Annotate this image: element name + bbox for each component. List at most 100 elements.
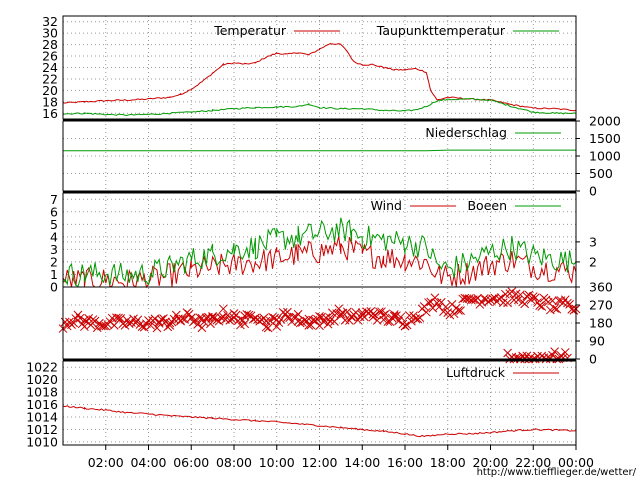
wind-direction-point (212, 315, 222, 325)
wind-direction-point (479, 294, 489, 303)
y-tick-label-temperature: 28 (42, 37, 58, 52)
wind-direction-point (404, 311, 414, 320)
wind-direction-point (567, 304, 577, 314)
y-tick-label-pressure: 1014 (26, 410, 58, 425)
wind-direction-point (178, 314, 188, 324)
wind-direction-point (90, 316, 100, 326)
y-tick-label-temperature: 30 (42, 26, 58, 41)
y-tick-label-pressure: 1010 (26, 434, 58, 449)
wind-direction-point (88, 315, 98, 324)
wind-direction-point (146, 320, 155, 330)
right-tick-label-wind_direction: 180 (589, 316, 613, 331)
x-tick-label: 18:00 (430, 455, 466, 470)
wind-direction-point (197, 323, 207, 333)
x-tick-label: 10:00 (259, 455, 295, 470)
legend-layer: Temperatur Taupunkttemperatur Niederschlag… (213, 23, 561, 380)
wind-direction-point (484, 297, 493, 306)
legend-label-boeen: Boeen (467, 198, 507, 213)
legend-label-niederschlag: Niederschlag (425, 125, 507, 140)
wind-direction-point (225, 316, 235, 325)
wind-direction-markers (58, 287, 581, 333)
right-tick-label-precipitation: 1000 (589, 149, 621, 164)
x-tick-label: 20:00 (472, 455, 508, 470)
wind-direction-point (413, 314, 423, 324)
wind-direction-point (383, 317, 393, 326)
wind-direction-point (208, 313, 217, 322)
right-tick-label-precipitation: 1500 (589, 131, 621, 146)
wind-direction-point (133, 315, 143, 325)
right-tick-label-wind_direction: 270 (589, 298, 613, 313)
wind-direction-point (458, 294, 468, 304)
wind-direction-point (193, 320, 203, 329)
y-tick-label-pressure: 1012 (26, 422, 58, 437)
wind-direction-point (407, 316, 416, 326)
wind-direction-point (537, 302, 547, 311)
y-tick-label-temperature: 32 (42, 14, 58, 29)
x-tick-label: 22:00 (515, 455, 551, 470)
y-tick-label-temperature: 22 (42, 71, 58, 86)
wind-direction-point (513, 295, 523, 305)
wind-direction-point (276, 315, 286, 324)
x-tick-label: 04:00 (130, 455, 166, 470)
y-tick-label-wind: 0 (50, 280, 58, 295)
y-tick-label-pressure: 1022 (26, 360, 58, 375)
wind-direction-point (261, 322, 271, 332)
frame-layer (62, 15, 577, 446)
wind-direction-point (509, 295, 519, 305)
x-tick-label: 08:00 (216, 455, 252, 470)
x-tick-label: 12:00 (301, 455, 337, 470)
wind-direction-point (560, 347, 570, 357)
right-tick-label-wind_direction: 0 (589, 352, 597, 367)
wind-direction-point (295, 318, 305, 328)
wind-direction-point (430, 293, 440, 303)
wind-direction-point (336, 309, 346, 319)
x-tick-label: 14:00 (344, 455, 380, 470)
legend-label-luftdruck: Luftdruck (446, 365, 506, 380)
wind-direction-point (304, 321, 314, 330)
wind-direction-point (424, 298, 433, 307)
y-tick-label-wind: 4 (50, 229, 58, 244)
x-tick-label: 06:00 (173, 455, 209, 470)
wind-direction-point (240, 319, 250, 329)
y-tick-label-wind: 1 (50, 267, 58, 282)
credit-link[interactable]: http://www.tiefflieger.de/wetter/ (477, 467, 637, 478)
wind-direction-point (531, 293, 540, 303)
wind-direction-point (456, 306, 465, 315)
wind-direction-point (520, 299, 530, 309)
legend-label-taupunkttemperatur: Taupunkttemperatur (376, 23, 506, 38)
series-line-boeen (62, 217, 577, 288)
x-tick-label: 00:00 (558, 455, 594, 470)
wind-direction-point (75, 313, 85, 323)
wind-direction-point (550, 347, 559, 356)
wind-direction-point (528, 292, 538, 301)
wind-direction-point (156, 314, 166, 324)
wind-direction-point (261, 316, 271, 326)
wind-direction-point (80, 322, 89, 332)
wind-direction-point (379, 315, 388, 325)
right-tick-label-precipitation: 500 (589, 166, 613, 181)
wind-direction-point (569, 305, 579, 315)
wind-direction-point (321, 313, 331, 323)
y-tick-label-temperature: 26 (42, 49, 58, 64)
wind-direction-point (144, 316, 153, 325)
series-line-taupunkttemperatur (62, 97, 577, 116)
series-line-niederschlag (63, 149, 576, 152)
wind-direction-point (550, 304, 559, 313)
wind-direction-point (563, 298, 572, 308)
y-tick-label-pressure: 1016 (26, 397, 58, 412)
wind-direction-point (422, 307, 431, 317)
wind-direction-point (152, 323, 162, 333)
series-line-luftdruck (62, 405, 577, 438)
y-tick-label-wind: 7 (50, 192, 58, 207)
wind-direction-point (396, 312, 406, 322)
wind-direction-point (394, 316, 403, 326)
wind-direction-point (565, 299, 574, 309)
wind-direction-point (206, 319, 215, 329)
wind-direction-point (69, 318, 79, 328)
x-tick-label: 16:00 (387, 455, 423, 470)
y-tick-label-temperature: 16 (42, 106, 58, 121)
wind-direction-point (454, 306, 463, 315)
wind-direction-point (191, 315, 200, 325)
y-tick-label-pressure: 1018 (26, 385, 58, 400)
